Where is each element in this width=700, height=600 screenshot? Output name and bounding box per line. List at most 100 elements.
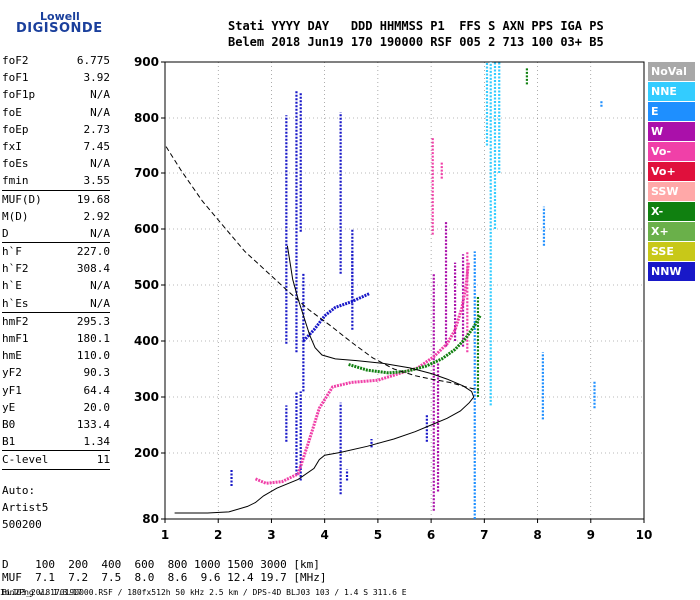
x-tick-label: 10 bbox=[636, 528, 653, 542]
legend-item: NNE bbox=[648, 81, 695, 102]
param-value: N/A bbox=[90, 296, 110, 310]
param-name: foEp bbox=[2, 122, 29, 136]
x-tick-label: 4 bbox=[320, 528, 328, 542]
x-tick-label: 5 bbox=[374, 528, 382, 542]
legend-item: W bbox=[648, 121, 695, 142]
param-name: C-level bbox=[2, 453, 49, 467]
param-value: 7.45 bbox=[83, 139, 111, 153]
param-row: foF1 3.92 bbox=[0, 69, 112, 86]
param-value: 2.92 bbox=[83, 209, 111, 223]
auto-scaling-line2: Artist5 bbox=[2, 501, 49, 514]
plot-frame bbox=[164, 61, 645, 520]
logo-line2: DIGISONDE bbox=[16, 21, 103, 36]
logo-line1: Lowell bbox=[40, 10, 80, 23]
y-tick-label: 800 bbox=[134, 111, 159, 125]
param-name: B0 bbox=[2, 417, 16, 431]
x-tick-label: 8 bbox=[533, 528, 541, 542]
legend-item: NNW bbox=[648, 261, 695, 282]
legend-item: SSE bbox=[648, 241, 695, 262]
d-distance-row: D 100 200 400 600 800 1000 1500 3000 [km… bbox=[2, 558, 320, 571]
polarization-legend: NoVal NNE E W Vo- Vo+ SSW X- X+ SSE NNW bbox=[648, 62, 695, 282]
param-row: h`F2 308.4 bbox=[0, 260, 112, 277]
legend-item: Vo+ bbox=[648, 161, 695, 182]
param-row: yF1 64.4 bbox=[0, 382, 112, 399]
param-name: B1 bbox=[2, 435, 16, 449]
param-row: foEs N/A bbox=[0, 155, 112, 172]
param-name: M(D) bbox=[2, 209, 29, 223]
scaled-parameters-panel: foF2 6.775 foF1 3.92 foF1p N/A foE N/A foEp 2.73 f… bbox=[0, 52, 112, 470]
y-tick-label: 700 bbox=[134, 166, 159, 180]
echo-trace-nnw bbox=[302, 292, 371, 343]
param-name: foE bbox=[2, 105, 22, 119]
param-row: C-level 11 bbox=[0, 451, 112, 468]
param-separator bbox=[2, 242, 110, 244]
param-value: N/A bbox=[90, 157, 110, 171]
header-labels: Stati YYYY DAY DDD HHMMSS P1 FFS S AXN P… bbox=[228, 19, 604, 33]
param-value: 2.73 bbox=[83, 122, 111, 136]
param-name: yF1 bbox=[2, 383, 22, 397]
param-name: fmin bbox=[2, 174, 29, 188]
auto-scaling-line1: Auto: bbox=[2, 484, 36, 497]
param-value: 20.0 bbox=[83, 400, 111, 414]
param-value: 11 bbox=[96, 453, 110, 467]
param-name: hmF2 bbox=[2, 314, 29, 328]
param-name: hmF1 bbox=[2, 332, 29, 345]
param-row: h`E N/A bbox=[0, 277, 112, 294]
file-info-note: BLJ03_2018170190000.RSF / 180fx512h 50 k… bbox=[2, 588, 407, 597]
param-name: h`Es bbox=[2, 296, 29, 310]
param-row: B1 1.34 bbox=[0, 433, 112, 450]
param-row: hmF2 295.3 bbox=[0, 313, 112, 330]
electron-density-profile bbox=[174, 245, 475, 514]
y-tick-label: 400 bbox=[134, 334, 159, 348]
param-value: 1.34 bbox=[83, 435, 111, 449]
param-name: h`F bbox=[2, 245, 22, 259]
param-separator bbox=[2, 450, 110, 452]
legend-item: X+ bbox=[648, 221, 695, 242]
param-value: 90.3 bbox=[83, 366, 111, 380]
x-tick-label: 6 bbox=[427, 528, 435, 542]
param-name: MUF(D) bbox=[2, 192, 42, 206]
x-tick-label: 7 bbox=[480, 528, 488, 542]
param-name: foF1p bbox=[2, 88, 36, 102]
param-value: 3.92 bbox=[83, 71, 111, 85]
param-row: hmE 110.0 bbox=[0, 347, 112, 364]
param-row: fxI 7.45 bbox=[0, 138, 112, 155]
legend-item: NoVal bbox=[648, 62, 695, 82]
x-tick-label: 9 bbox=[587, 528, 595, 542]
param-value: 295.3 bbox=[76, 314, 110, 328]
legend-item: X- bbox=[648, 201, 695, 222]
param-row: h`Es N/A bbox=[0, 295, 112, 312]
x-tick-label: 3 bbox=[267, 528, 275, 542]
y-tick-label: 200 bbox=[134, 446, 159, 460]
param-separator bbox=[2, 468, 110, 470]
auto-scaling-line3: 500200 bbox=[2, 518, 42, 531]
header-values: Belem 2018 Jun19 170 190000 RSF 005 2 71… bbox=[228, 35, 604, 49]
param-separator bbox=[2, 189, 110, 191]
param-row: B0 133.4 bbox=[0, 416, 112, 433]
param-value: 64.4 bbox=[83, 383, 111, 397]
echo-trace-vo bbox=[254, 262, 470, 485]
param-row: D N/A bbox=[0, 225, 112, 242]
param-value: N/A bbox=[90, 88, 110, 102]
param-name: foEs bbox=[2, 157, 29, 171]
param-row: yF2 90.3 bbox=[0, 364, 112, 381]
digisonde-logo: Lowell DIGISONDE bbox=[0, 0, 150, 52]
x-tick-label: 1 bbox=[161, 528, 169, 542]
param-row: M(D) 2.92 bbox=[0, 208, 112, 225]
y-tick-label: 600 bbox=[134, 222, 159, 236]
param-row: foEp 2.73 bbox=[0, 121, 112, 138]
param-name: hmE bbox=[2, 349, 22, 363]
legend-item: E bbox=[648, 101, 695, 122]
param-name: h`E bbox=[2, 279, 22, 293]
version-label: Ion2Png v. 1.3.17 bbox=[0, 588, 82, 597]
param-value: 110.0 bbox=[76, 349, 110, 363]
legend-item: SSW bbox=[648, 181, 695, 202]
param-value: N/A bbox=[90, 105, 110, 119]
param-value: 19.68 bbox=[76, 192, 110, 206]
param-name: yF2 bbox=[2, 366, 22, 380]
param-name: foF1 bbox=[2, 71, 29, 85]
param-row: fmin 3.55 bbox=[0, 172, 112, 189]
y-tick-label: 80 bbox=[142, 512, 159, 526]
param-row: MUF(D) 19.68 bbox=[0, 191, 112, 208]
